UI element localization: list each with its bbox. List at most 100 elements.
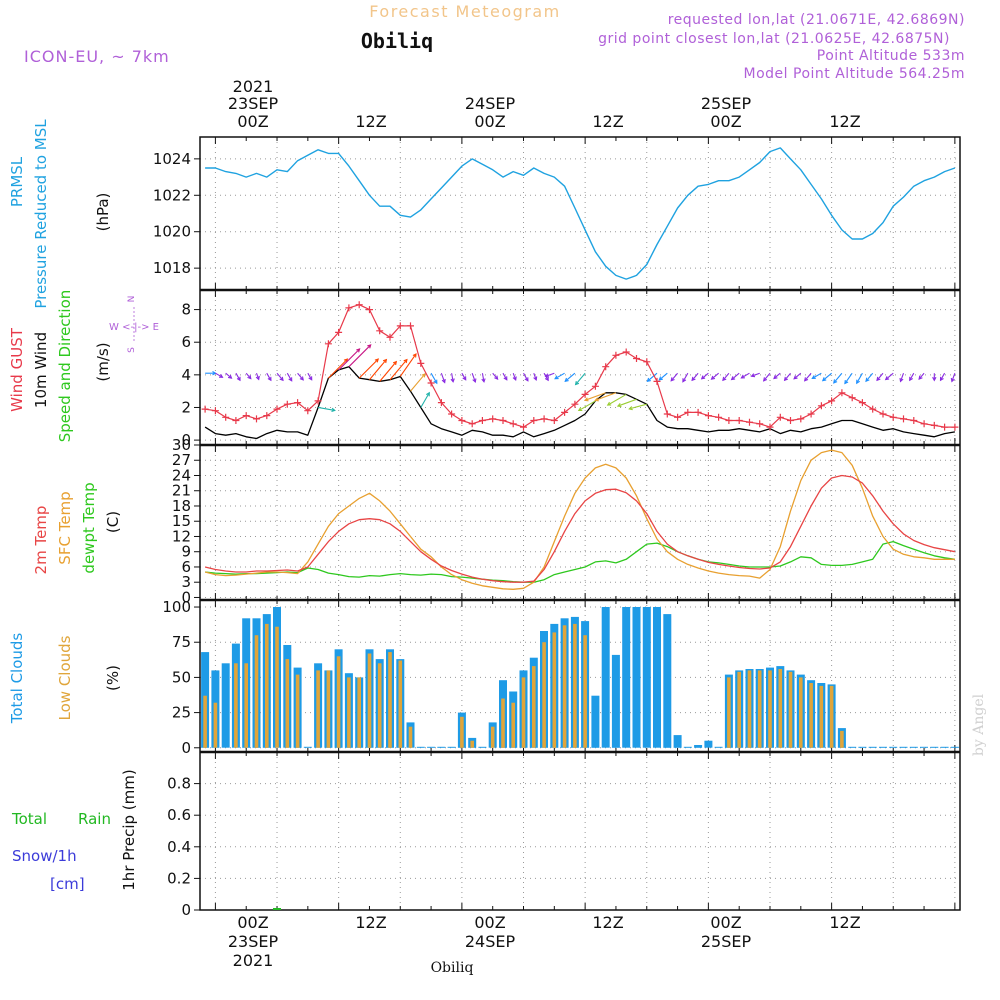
low-clouds-bar bbox=[398, 660, 403, 748]
total-clouds-bar bbox=[868, 746, 877, 748]
gust-point-marker bbox=[232, 417, 240, 424]
credit-watermark: by Angel bbox=[971, 693, 987, 756]
gust-point-marker bbox=[776, 413, 784, 421]
wind-direction-arrow bbox=[410, 373, 426, 392]
total-clouds-bar bbox=[437, 746, 446, 748]
wind-arrow-head bbox=[821, 377, 827, 382]
wind-arrow-head bbox=[606, 401, 612, 406]
bottom-day-label-1: 23SEP bbox=[228, 932, 279, 951]
wind-arrow-head bbox=[773, 374, 778, 380]
wind-arrow-head bbox=[421, 373, 426, 378]
y-tick-label: 9 bbox=[181, 543, 191, 561]
wind-arrow-head bbox=[909, 376, 913, 382]
gust-point-marker bbox=[201, 405, 209, 413]
gust-point-marker bbox=[263, 412, 271, 420]
low-clouds-bar bbox=[367, 653, 372, 748]
y-tick-label: 24 bbox=[172, 466, 191, 484]
wind-panel-grid: 0 2 4 6 8 bbox=[181, 290, 960, 449]
low-clouds-bar bbox=[295, 674, 300, 748]
wind-direction-arrow bbox=[844, 372, 853, 384]
wind-arrow-head bbox=[533, 376, 538, 381]
temp-panel-labels: 2m Temp SFC Temp dewpt Temp (C) bbox=[32, 482, 122, 574]
wind-direction-arrow bbox=[909, 372, 915, 381]
gust-point-marker bbox=[900, 415, 907, 423]
wind-arrow-head bbox=[481, 378, 486, 383]
wind-arrow-head bbox=[740, 374, 745, 379]
wind-direction-arrow bbox=[885, 372, 894, 380]
gust-point-marker bbox=[561, 408, 569, 416]
wind-direction-arrow bbox=[564, 372, 576, 382]
cloud-unit: (%) bbox=[104, 665, 122, 691]
wind-direction-arrow bbox=[617, 398, 637, 407]
wind-direction-arrow bbox=[918, 372, 925, 380]
gust-point-marker bbox=[920, 420, 928, 428]
total-clouds-bar bbox=[940, 746, 949, 748]
top-year-label: 2021 bbox=[233, 77, 274, 96]
y-tick-label: 12 bbox=[172, 527, 191, 545]
y-tick-label: 8 bbox=[181, 301, 191, 319]
gust-point-marker bbox=[520, 423, 527, 431]
low-clouds-bar bbox=[757, 670, 762, 748]
wind-direction-arrow bbox=[399, 353, 417, 377]
wind-direction-arrow bbox=[266, 372, 272, 381]
wind-direction-arrow bbox=[440, 373, 446, 383]
gust-series-line bbox=[205, 304, 955, 428]
y-tick-label: 0 bbox=[181, 739, 191, 757]
cloud-label-low: Low Clouds bbox=[56, 635, 74, 720]
y-tick-label: 27 bbox=[172, 451, 191, 469]
wind-arrow-head bbox=[594, 397, 599, 402]
y-tick-label: 6 bbox=[181, 558, 191, 576]
temp-label-dewpt: dewpt Temp bbox=[80, 482, 98, 573]
gust-point-marker bbox=[848, 394, 856, 402]
gust-point-marker bbox=[211, 407, 219, 415]
wind-arrow-head bbox=[682, 378, 687, 383]
wind-arrow-head bbox=[628, 406, 633, 411]
wind-direction-arrow bbox=[358, 358, 379, 379]
wind-direction-arrow bbox=[647, 372, 658, 382]
total-clouds-bar bbox=[642, 607, 651, 748]
wind-direction-arrow bbox=[629, 403, 647, 410]
total-clouds-bar bbox=[221, 663, 230, 748]
gust-point-marker bbox=[222, 413, 230, 421]
gust-point-marker bbox=[530, 417, 538, 424]
wind-direction-arrow bbox=[784, 372, 791, 381]
wind-arrow-head bbox=[426, 391, 430, 397]
bottom-hour-ticks: 00Z 12Z 00Z 12Z 00Z 12Z bbox=[237, 913, 860, 932]
wind-direction-arrow bbox=[793, 372, 802, 380]
wind-direction-arrow bbox=[307, 372, 313, 381]
wind-direction-arrow bbox=[691, 372, 699, 381]
wind-arrow-head bbox=[288, 377, 293, 382]
low-clouds-bar bbox=[490, 726, 495, 748]
top-hour-tick: 12Z bbox=[592, 112, 623, 131]
total-clouds-bar bbox=[858, 746, 867, 748]
wind-direction-arrow bbox=[701, 372, 709, 380]
gust-point-marker bbox=[448, 410, 456, 418]
precip-bar bbox=[273, 908, 281, 910]
total-clouds-bar bbox=[848, 746, 857, 748]
gridpoint-lonlat: grid point closest lon,lat (21.0625E, 42… bbox=[598, 31, 950, 47]
gust-point-marker bbox=[591, 382, 599, 390]
top-hour-tick: 00Z bbox=[474, 112, 505, 131]
total-clouds-bar bbox=[879, 746, 887, 748]
low-clouds-bar bbox=[521, 677, 526, 748]
surface-temp-series-line bbox=[204, 449, 955, 590]
wind-arrow-head bbox=[356, 348, 361, 353]
point-altitude: Point Altitude 533m bbox=[817, 48, 965, 64]
pressure-panel-grid: 1018 1020 1022 1024 bbox=[153, 137, 960, 290]
wind-arrow-head bbox=[227, 374, 233, 379]
low-clouds-bar bbox=[840, 730, 844, 748]
wind-direction-arrow bbox=[804, 372, 812, 382]
low-clouds-bar bbox=[388, 652, 392, 748]
wind-arrow-head bbox=[700, 375, 706, 380]
precip-label-snow: Snow/1h bbox=[12, 847, 77, 865]
wind-direction-arrow bbox=[575, 372, 586, 385]
total-clouds-bar bbox=[714, 746, 723, 748]
wind-arrow-head bbox=[932, 376, 937, 382]
gust-point-marker bbox=[407, 322, 414, 330]
wind-arrow-head bbox=[658, 376, 663, 381]
wind-arrow-head bbox=[247, 375, 252, 380]
temp-label-sfc: SFC Temp bbox=[56, 491, 74, 564]
gust-point-marker bbox=[283, 400, 291, 408]
wind-arrow-head bbox=[577, 407, 583, 412]
wind-arrow-head bbox=[441, 378, 446, 384]
